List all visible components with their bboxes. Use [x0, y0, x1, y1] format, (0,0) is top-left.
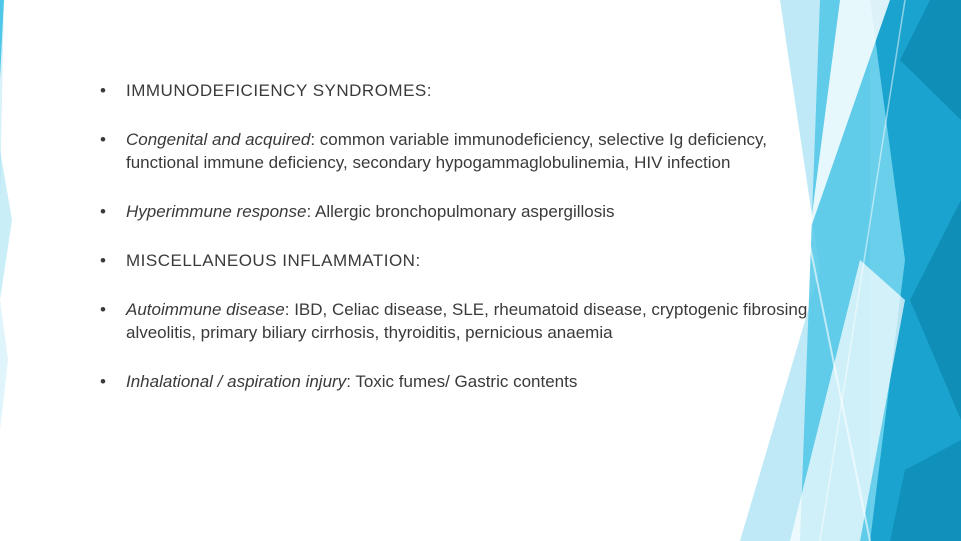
bullet-item: Inhalational / aspiration injury: Toxic …	[98, 371, 808, 394]
bullet-rest: : Allergic bronchopulmonary aspergillosi…	[306, 202, 614, 221]
bullet-heading: MISCELLANEOUS INFLAMMATION:	[98, 250, 808, 273]
bullet-list: IMMUNODEFICIENCY SYNDROMES: Congenital a…	[98, 80, 808, 394]
bullet-heading: IMMUNODEFICIENCY SYNDROMES:	[98, 80, 808, 103]
presentation-slide: IMMUNODEFICIENCY SYNDROMES: Congenital a…	[0, 0, 961, 541]
bullet-lead: Inhalational / aspiration injury	[126, 372, 346, 391]
bullet-item: Autoimmune disease: IBD, Celiac disease,…	[98, 299, 808, 345]
bullet-lead: Autoimmune disease	[126, 300, 285, 319]
bullet-item: Hyperimmune response: Allergic bronchopu…	[98, 201, 808, 224]
slide-body: IMMUNODEFICIENCY SYNDROMES: Congenital a…	[98, 80, 808, 420]
bullet-item: Congenital and acquired: common variable…	[98, 129, 808, 175]
bullet-lead: Congenital and acquired	[126, 130, 310, 149]
bullet-text: MISCELLANEOUS INFLAMMATION:	[126, 251, 421, 270]
bullet-lead: Hyperimmune response	[126, 202, 306, 221]
bullet-text: IMMUNODEFICIENCY SYNDROMES:	[126, 81, 432, 100]
bullet-rest: : Toxic fumes/ Gastric contents	[346, 372, 577, 391]
